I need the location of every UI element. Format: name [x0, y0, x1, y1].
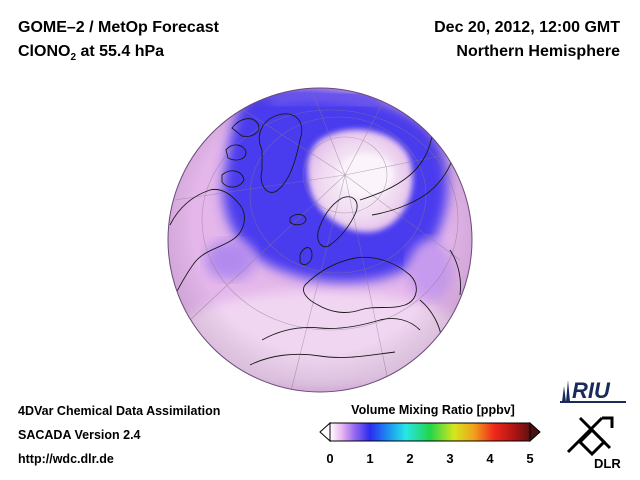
forecast-title: GOME–2 / MetOp Forecast: [18, 19, 219, 36]
title-block: GOME–2 / MetOp Forecast ClONO2 at 55.4 h…: [18, 16, 219, 70]
colorbar-right-arrow: [529, 421, 541, 443]
forecast-date: Dec 20, 2012, 12:00 GMT: [434, 19, 620, 36]
colorbar-tick: 4: [486, 451, 494, 466]
field-layer: [168, 88, 472, 392]
colorbar-gradient: [329, 422, 531, 442]
date-block: Dec 20, 2012, 12:00 GMT Northern Hemisph…: [434, 16, 620, 64]
colorbar: [319, 421, 541, 443]
colorbar-tick: 2: [406, 451, 414, 466]
colorbar-tick: 5: [526, 451, 534, 466]
region-label: Northern Hemisphere: [456, 43, 620, 60]
globe-shading: [168, 88, 472, 392]
colorbar-tick: 1: [366, 451, 374, 466]
species-title: ClONO2 at 55.4 hPa: [18, 43, 165, 64]
colorbar-title: Volume Mixing Ratio [ppbv]: [351, 403, 515, 417]
colorbar-tick: 0: [326, 451, 334, 466]
footer-version: SACADA Version 2.4: [18, 428, 141, 442]
riu-logo-text: RIU: [572, 378, 611, 403]
riu-logo: RIU: [560, 378, 626, 403]
colorbar-tick: 3: [446, 451, 454, 466]
dlr-logo-text: DLR: [594, 456, 621, 470]
footer-url[interactable]: http://wdc.dlr.de: [18, 452, 114, 466]
colorbar-left-arrow: [319, 421, 331, 443]
dlr-logo: DLR: [566, 416, 621, 470]
globe-outline: [167, 87, 473, 393]
footer-method: 4DVar Chemical Data Assimilation: [18, 404, 221, 418]
